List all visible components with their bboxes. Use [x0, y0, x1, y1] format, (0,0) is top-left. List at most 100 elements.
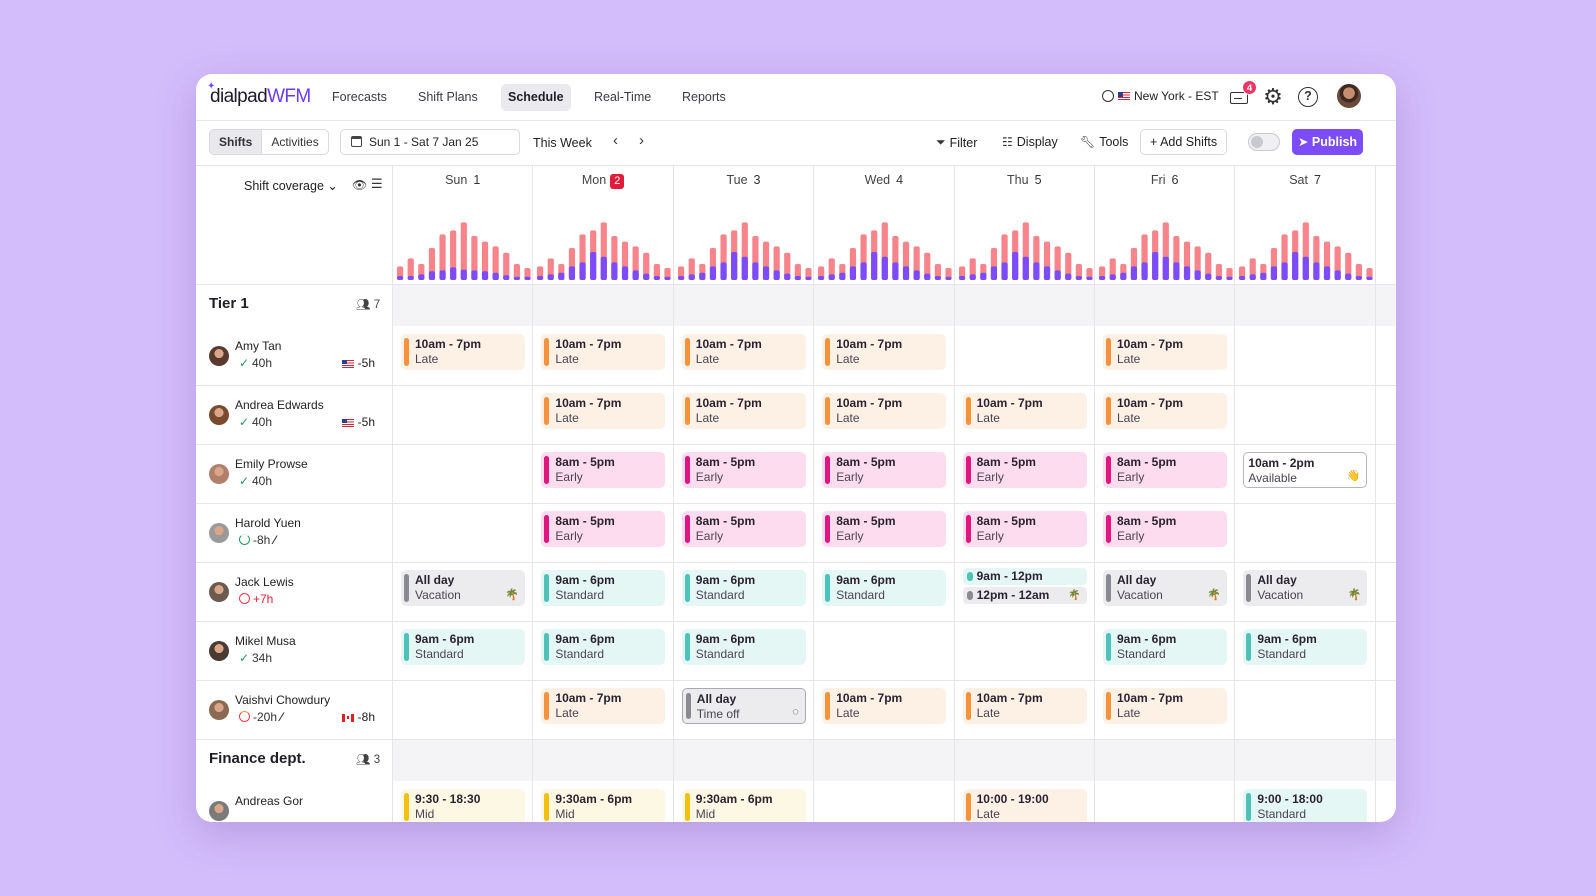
shift-coverage-label: Shift coverage — [244, 179, 324, 193]
nav-shift-plans[interactable]: Shift Plans — [418, 90, 478, 104]
shift-block[interactable]: 9am - 6pm Standard — [681, 629, 806, 665]
logo[interactable]: ✦ dialpadWFM — [207, 81, 311, 108]
display-button[interactable]: ☷ Display — [1002, 135, 1058, 149]
agent-row[interactable]: Vaishvi Chowdury -20h ⁄ -8h — [196, 680, 393, 739]
scheduled-bar — [934, 276, 942, 280]
agent-row[interactable]: Mikel Musa ✓ 34h — [196, 621, 393, 680]
shift-block[interactable]: 8am - 5pm Early — [681, 511, 806, 547]
coverage-histogram — [816, 192, 953, 283]
publish-button[interactable]: ➤ Publish — [1292, 129, 1363, 155]
filter-button[interactable]: ⏷ Filter — [936, 135, 977, 150]
shift-block[interactable]: 10am - 2pm Available 👋 — [1243, 452, 1368, 488]
shift-block[interactable]: 10am - 7pm Late — [541, 334, 666, 370]
shift-block[interactable]: 10am - 7pm Late — [962, 688, 1087, 724]
day-header[interactable]: Tue 3 — [674, 166, 813, 194]
inbox-button[interactable]: 4 — [1228, 80, 1257, 108]
shift-type: Late — [976, 807, 1000, 821]
agent-row[interactable]: Andreas Gor — [196, 781, 393, 822]
agent-row[interactable]: Emily Prowse ✓ 40h — [196, 444, 393, 503]
day-header[interactable]: Thu 5 — [955, 166, 1094, 194]
shift-block[interactable]: 8am - 5pm Early — [541, 452, 666, 488]
shift-block[interactable]: 8am - 5pm Early — [1103, 452, 1227, 488]
coverage-chart — [818, 222, 952, 280]
date-range-picker[interactable]: Sun 1 - Sat 7 Jan 25 — [340, 129, 520, 155]
day-header[interactable]: Sun 1 — [393, 166, 532, 194]
shift-block[interactable]: 8am - 5pm Early — [962, 452, 1087, 488]
shift-type: Late — [555, 411, 579, 425]
shift-block[interactable]: 10am - 7pm Late — [822, 688, 947, 724]
day-number: 5 — [1034, 173, 1042, 187]
progress-ring-icon — [239, 593, 250, 604]
publish-toggle[interactable] — [1248, 133, 1280, 151]
tab-activities[interactable]: Activities — [271, 135, 319, 149]
next-week-button[interactable]: › — [639, 132, 644, 149]
shift-block[interactable]: 9:30am - 6pm Mid — [541, 789, 666, 822]
eye-icon[interactable]: 👁︎ — [352, 178, 368, 192]
nav-reports[interactable]: Reports — [682, 90, 726, 104]
shift-block[interactable]: 10am - 7pm Late — [541, 393, 666, 429]
gear-icon[interactable]: ⚙ — [1263, 84, 1283, 109]
shift-block[interactable]: 9am - 6pm Standard — [401, 629, 525, 665]
shift-block[interactable]: 10am - 7pm Late — [681, 393, 806, 429]
shift-block[interactable]: 10am - 7pm Late — [822, 334, 947, 370]
agent-row[interactable]: Andrea Edwards ✓ 40h -5h — [196, 385, 393, 444]
day-header[interactable]: Mon 2 — [533, 166, 672, 194]
nav-forecasts[interactable]: Forecasts — [332, 90, 387, 104]
agent-name: Andreas Gor — [235, 794, 304, 808]
day-column: Tue 3 — [674, 166, 815, 822]
day-header[interactable]: Sat 7 — [1235, 166, 1374, 194]
shift-block[interactable]: All day Vacation 🌴 — [1243, 570, 1368, 606]
shift-block[interactable]: 10am - 7pm Late — [681, 334, 806, 370]
day-header[interactable]: Fri 6 — [1095, 166, 1234, 194]
shift-block[interactable]: 9:00 - 18:00 Standard — [1243, 789, 1368, 822]
scheduled-bar — [1366, 276, 1373, 280]
prev-week-button[interactable]: ‹ — [613, 132, 618, 149]
split-shift[interactable]: 9am - 12pm 12pm - 12am 🌴 — [962, 568, 1087, 604]
day-header[interactable]: Wed 4 — [814, 166, 953, 194]
shift-block[interactable]: 9am - 6pm Standard — [1103, 629, 1227, 665]
scheduled-bar — [1064, 273, 1071, 280]
shift-block[interactable]: 9am - 6pm Standard — [822, 570, 947, 606]
shift-block[interactable]: 8am - 5pm Early — [962, 511, 1087, 547]
shift-block[interactable]: 10am - 7pm Late — [962, 393, 1087, 429]
shift-block[interactable]: 8am - 5pm Early — [822, 452, 947, 488]
shift-block[interactable]: 10am - 7pm Late — [1103, 334, 1227, 370]
shift-block[interactable]: 10am - 7pm Late — [401, 334, 525, 370]
timezone-selector[interactable]: New York - EST — [1102, 89, 1219, 103]
shift-segment[interactable]: 12pm - 12am 🌴 — [962, 587, 1087, 604]
shift-block[interactable]: 9am - 6pm Standard — [1243, 629, 1368, 665]
shift-block[interactable]: All day Vacation 🌴 — [1103, 570, 1227, 606]
shift-block[interactable]: 10am - 7pm Late — [541, 688, 666, 724]
shift-block[interactable]: 9am - 6pm Standard — [681, 570, 806, 606]
nav-real-time[interactable]: Real-Time — [594, 90, 652, 104]
shift-block[interactable]: 9:30am - 6pm Mid — [681, 789, 806, 822]
agent-row[interactable]: Amy Tan ✓ 40h -5h — [196, 326, 393, 385]
shift-block[interactable]: 9am - 6pm Standard — [541, 629, 666, 665]
adjust-icon[interactable]: ☰ — [371, 176, 383, 191]
avatar — [209, 700, 229, 720]
shift-block[interactable]: 9am - 6pm Standard — [541, 570, 666, 606]
tab-shifts[interactable]: Shifts — [210, 130, 263, 154]
shift-block[interactable]: 9:30 - 18:30 Mid — [401, 789, 525, 822]
shift-block[interactable]: 10am - 7pm Late — [822, 393, 947, 429]
shift-block[interactable]: 8am - 5pm Early — [822, 511, 947, 547]
shift-block[interactable]: 8am - 5pm Early — [681, 452, 806, 488]
help-icon[interactable]: ? — [1298, 87, 1318, 107]
shift-block[interactable]: 10:00 - 19:00 Late — [962, 789, 1087, 822]
shift-segment[interactable]: 9am - 12pm — [962, 568, 1087, 585]
shift-block[interactable]: 8am - 5pm Early — [541, 511, 666, 547]
agent-row[interactable]: Jack Lewis +7h — [196, 562, 393, 621]
shift-block[interactable]: 10am - 7pm Late — [1103, 688, 1227, 724]
nav-schedule[interactable]: Schedule — [501, 84, 571, 111]
shift-block[interactable]: 10am - 7pm Late — [1103, 393, 1227, 429]
shift-block[interactable]: All day Vacation 🌴 — [401, 570, 525, 606]
user-avatar[interactable] — [1337, 84, 1361, 108]
shift-block[interactable]: All day Time off ◌ — [681, 688, 806, 724]
this-week-button[interactable]: This Week — [533, 136, 592, 150]
add-shifts-button[interactable]: + Add Shifts — [1140, 129, 1228, 155]
agent-hours: +7h — [239, 592, 273, 606]
tools-button[interactable]: 🔧︎ Tools — [1080, 135, 1128, 149]
shift-coverage-dropdown[interactable]: Shift coverage ⌄ — [244, 178, 338, 193]
agent-row[interactable]: Harold Yuen -8h ⁄ — [196, 503, 393, 562]
shift-block[interactable]: 8am - 5pm Early — [1103, 511, 1227, 547]
